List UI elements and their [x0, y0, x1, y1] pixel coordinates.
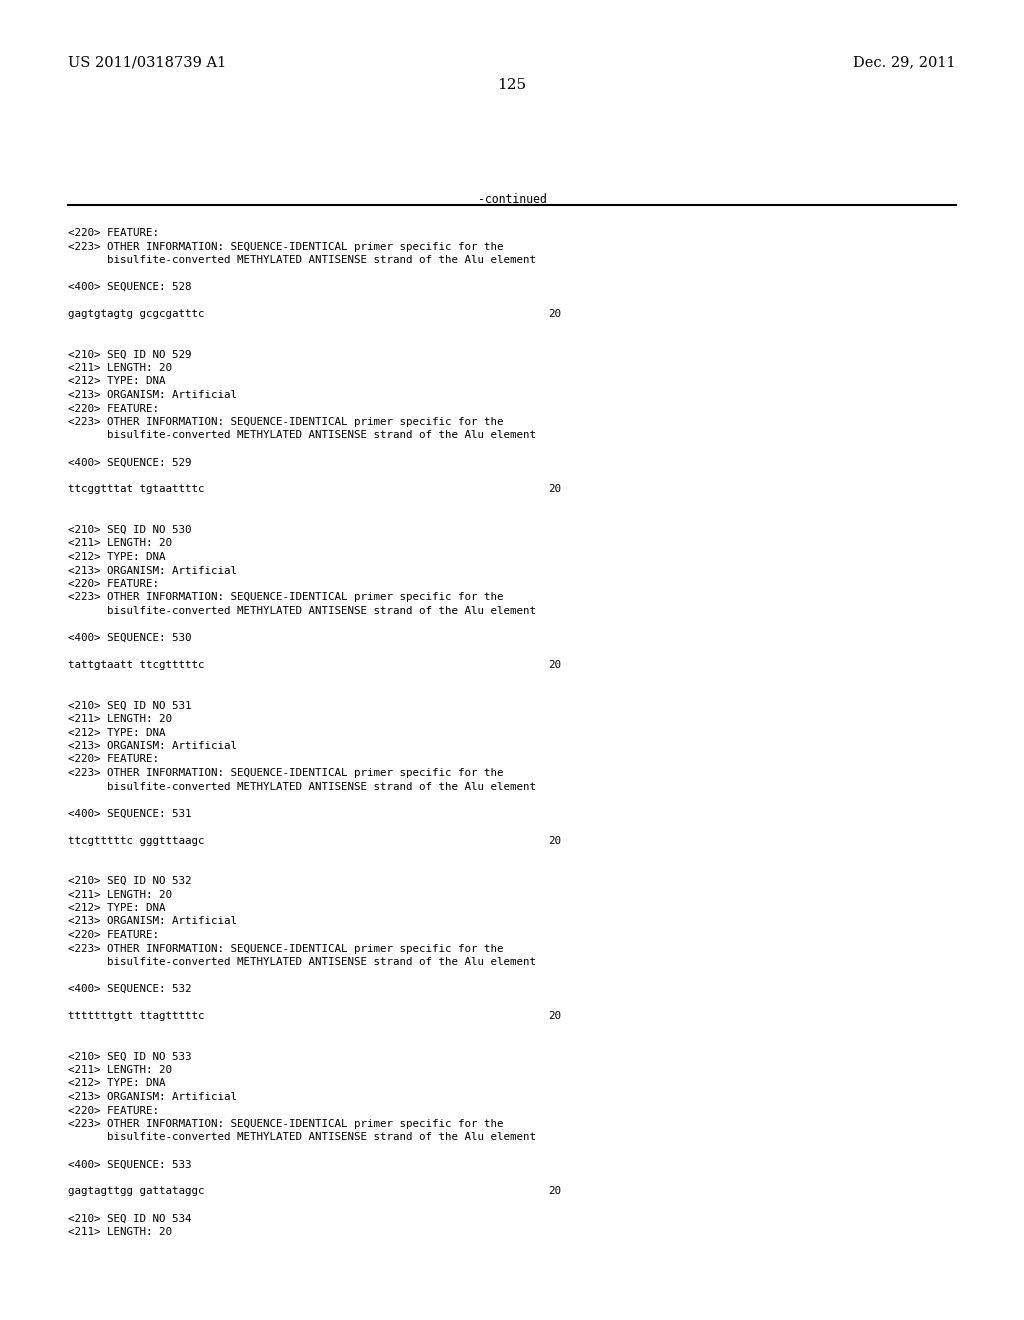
Text: <220> FEATURE:: <220> FEATURE: [68, 931, 159, 940]
Text: <400> SEQUENCE: 530: <400> SEQUENCE: 530 [68, 634, 191, 643]
Text: 20: 20 [548, 309, 561, 319]
Text: <211> LENGTH: 20: <211> LENGTH: 20 [68, 1228, 172, 1237]
Text: bisulfite-converted METHYLATED ANTISENSE strand of the Alu element: bisulfite-converted METHYLATED ANTISENSE… [68, 430, 536, 441]
Text: 20: 20 [548, 660, 561, 671]
Text: <212> TYPE: DNA: <212> TYPE: DNA [68, 903, 166, 913]
Text: ttcgtttttc gggtttaagc: ttcgtttttc gggtttaagc [68, 836, 205, 846]
Text: <220> FEATURE:: <220> FEATURE: [68, 228, 159, 238]
Text: <220> FEATURE:: <220> FEATURE: [68, 404, 159, 413]
Text: <223> OTHER INFORMATION: SEQUENCE-IDENTICAL primer specific for the: <223> OTHER INFORMATION: SEQUENCE-IDENTI… [68, 593, 504, 602]
Text: Dec. 29, 2011: Dec. 29, 2011 [853, 55, 956, 69]
Text: bisulfite-converted METHYLATED ANTISENSE strand of the Alu element: bisulfite-converted METHYLATED ANTISENSE… [68, 1133, 536, 1143]
Text: <400> SEQUENCE: 533: <400> SEQUENCE: 533 [68, 1159, 191, 1170]
Text: <400> SEQUENCE: 532: <400> SEQUENCE: 532 [68, 983, 191, 994]
Text: 20: 20 [548, 1187, 561, 1196]
Text: <223> OTHER INFORMATION: SEQUENCE-IDENTICAL primer specific for the: <223> OTHER INFORMATION: SEQUENCE-IDENTI… [68, 944, 504, 953]
Text: <210> SEQ ID NO 531: <210> SEQ ID NO 531 [68, 701, 191, 710]
Text: <213> ORGANISM: Artificial: <213> ORGANISM: Artificial [68, 916, 237, 927]
Text: gagtgtagtg gcgcgatttc: gagtgtagtg gcgcgatttc [68, 309, 205, 319]
Text: <213> ORGANISM: Artificial: <213> ORGANISM: Artificial [68, 741, 237, 751]
Text: <210> SEQ ID NO 532: <210> SEQ ID NO 532 [68, 876, 191, 886]
Text: 125: 125 [498, 78, 526, 92]
Text: bisulfite-converted METHYLATED ANTISENSE strand of the Alu element: bisulfite-converted METHYLATED ANTISENSE… [68, 781, 536, 792]
Text: <213> ORGANISM: Artificial: <213> ORGANISM: Artificial [68, 389, 237, 400]
Text: <211> LENGTH: 20: <211> LENGTH: 20 [68, 539, 172, 549]
Text: <213> ORGANISM: Artificial: <213> ORGANISM: Artificial [68, 565, 237, 576]
Text: 20: 20 [548, 1011, 561, 1020]
Text: <220> FEATURE:: <220> FEATURE: [68, 755, 159, 764]
Text: <212> TYPE: DNA: <212> TYPE: DNA [68, 376, 166, 387]
Text: 20: 20 [548, 836, 561, 846]
Text: <210> SEQ ID NO 533: <210> SEQ ID NO 533 [68, 1052, 191, 1061]
Text: <211> LENGTH: 20: <211> LENGTH: 20 [68, 714, 172, 723]
Text: tattgtaatt ttcgtttttc: tattgtaatt ttcgtttttc [68, 660, 205, 671]
Text: <212> TYPE: DNA: <212> TYPE: DNA [68, 727, 166, 738]
Text: <210> SEQ ID NO 530: <210> SEQ ID NO 530 [68, 525, 191, 535]
Text: <220> FEATURE:: <220> FEATURE: [68, 579, 159, 589]
Text: <223> OTHER INFORMATION: SEQUENCE-IDENTICAL primer specific for the: <223> OTHER INFORMATION: SEQUENCE-IDENTI… [68, 242, 504, 252]
Text: <212> TYPE: DNA: <212> TYPE: DNA [68, 1078, 166, 1089]
Text: -continued: -continued [477, 193, 547, 206]
Text: tttttttgtt ttagtttttc: tttttttgtt ttagtttttc [68, 1011, 205, 1020]
Text: gagtagttgg gattataggc: gagtagttgg gattataggc [68, 1187, 205, 1196]
Text: ttcggtttat tgtaattttc: ttcggtttat tgtaattttc [68, 484, 205, 495]
Text: <211> LENGTH: 20: <211> LENGTH: 20 [68, 1065, 172, 1074]
Text: <400> SEQUENCE: 529: <400> SEQUENCE: 529 [68, 458, 191, 467]
Text: <400> SEQUENCE: 528: <400> SEQUENCE: 528 [68, 282, 191, 292]
Text: bisulfite-converted METHYLATED ANTISENSE strand of the Alu element: bisulfite-converted METHYLATED ANTISENSE… [68, 255, 536, 265]
Text: bisulfite-converted METHYLATED ANTISENSE strand of the Alu element: bisulfite-converted METHYLATED ANTISENSE… [68, 606, 536, 616]
Text: <211> LENGTH: 20: <211> LENGTH: 20 [68, 363, 172, 374]
Text: US 2011/0318739 A1: US 2011/0318739 A1 [68, 55, 226, 69]
Text: <400> SEQUENCE: 531: <400> SEQUENCE: 531 [68, 808, 191, 818]
Text: <223> OTHER INFORMATION: SEQUENCE-IDENTICAL primer specific for the: <223> OTHER INFORMATION: SEQUENCE-IDENTI… [68, 417, 504, 426]
Text: <223> OTHER INFORMATION: SEQUENCE-IDENTICAL primer specific for the: <223> OTHER INFORMATION: SEQUENCE-IDENTI… [68, 1119, 504, 1129]
Text: <223> OTHER INFORMATION: SEQUENCE-IDENTICAL primer specific for the: <223> OTHER INFORMATION: SEQUENCE-IDENTI… [68, 768, 504, 777]
Text: 20: 20 [548, 484, 561, 495]
Text: <211> LENGTH: 20: <211> LENGTH: 20 [68, 890, 172, 899]
Text: <212> TYPE: DNA: <212> TYPE: DNA [68, 552, 166, 562]
Text: <213> ORGANISM: Artificial: <213> ORGANISM: Artificial [68, 1092, 237, 1102]
Text: <210> SEQ ID NO 529: <210> SEQ ID NO 529 [68, 350, 191, 359]
Text: bisulfite-converted METHYLATED ANTISENSE strand of the Alu element: bisulfite-converted METHYLATED ANTISENSE… [68, 957, 536, 968]
Text: <220> FEATURE:: <220> FEATURE: [68, 1106, 159, 1115]
Text: <210> SEQ ID NO 534: <210> SEQ ID NO 534 [68, 1213, 191, 1224]
